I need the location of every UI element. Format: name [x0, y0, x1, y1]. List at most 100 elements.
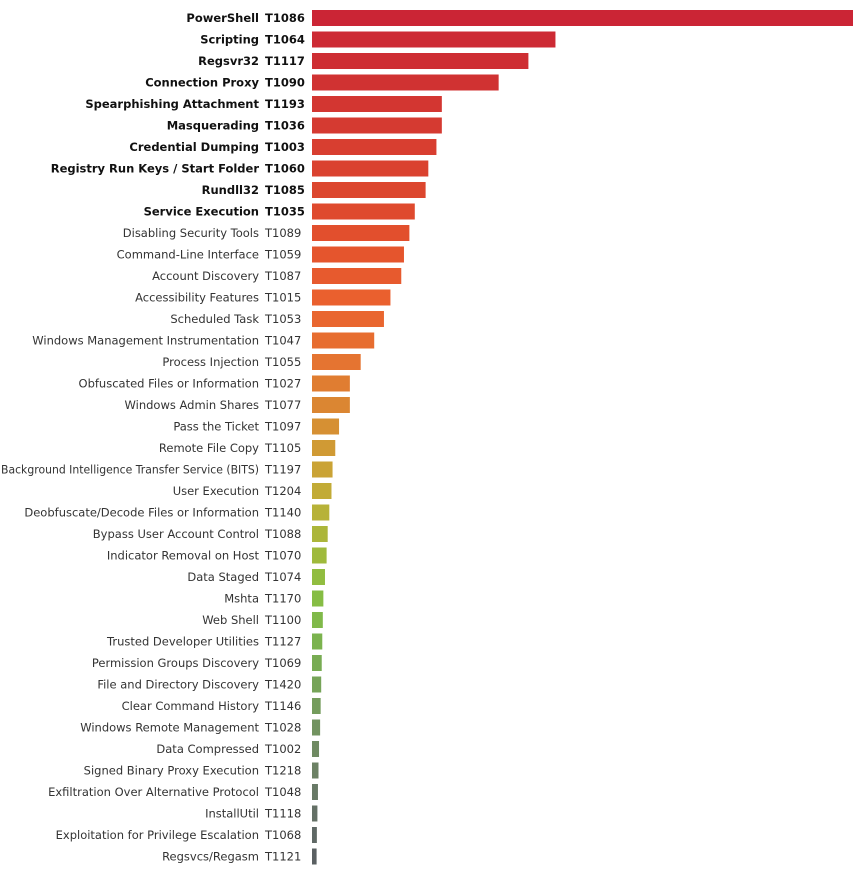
bar — [312, 805, 318, 822]
technique-name-label: Exfiltration Over Alternative Protocol — [48, 785, 259, 799]
bar — [312, 397, 350, 413]
bar-row: Account Discovery T1087 — [152, 268, 402, 284]
bar-row: Accessibility Features T1015 — [135, 289, 391, 306]
bar-row: Exfiltration Over Alternative Protocol T1… — [48, 784, 318, 800]
bar-row: Clear Command History T1146 — [122, 698, 321, 714]
technique-name-label: Indicator Removal on Host — [107, 549, 260, 563]
bar-row: Permission Groups Discovery T1069 — [92, 655, 322, 671]
bar-row: Exploitation for Privilege Escalation T10… — [56, 827, 317, 843]
bar — [312, 139, 437, 155]
technique-id-label: T1105 — [264, 441, 301, 455]
bar-row: Registry Run Keys / Start Folder T1060 — [51, 160, 429, 177]
technique-id-label: T1053 — [264, 312, 301, 326]
bar — [312, 53, 529, 69]
bar-row: Rundll32 T1085 — [202, 182, 426, 198]
technique-name-label: Signed Binary Proxy Execution — [84, 764, 259, 778]
bar — [312, 246, 404, 263]
bar — [312, 547, 327, 564]
technique-id-label: T1118 — [264, 807, 301, 821]
technique-id-label: T1035 — [265, 205, 305, 219]
bar-row: Regsvcs/Regasm T1121 — [162, 848, 317, 865]
bar-row: Data Staged T1074 — [187, 569, 325, 585]
bar — [312, 418, 340, 435]
bar-row: Mshta T1170 — [224, 590, 324, 607]
bar — [312, 31, 556, 48]
technique-name-label: Windows Remote Management — [80, 721, 259, 735]
bar-row: Indicator Removal on Host T1070 — [107, 547, 327, 564]
technique-id-label: T1089 — [264, 226, 301, 240]
bar-row: Scheduled Task T1053 — [170, 311, 384, 327]
bar-row: Windows Remote Management T1028 — [80, 719, 321, 736]
bar-row: Credential Dumping T1003 — [129, 139, 437, 155]
technique-name-label: Bypass User Account Control — [93, 527, 259, 541]
technique-id-label: T1086 — [265, 11, 305, 25]
technique-id-label: T1088 — [264, 527, 301, 541]
technique-name-label: Credential Dumping — [129, 140, 259, 154]
technique-name-label: Process Injection — [162, 355, 259, 369]
technique-id-label: T1204 — [264, 484, 301, 498]
technique-name-label: Account Discovery — [152, 269, 259, 283]
technique-name-label: Pass the Ticket — [173, 420, 259, 434]
bar — [312, 225, 410, 241]
bar — [312, 741, 320, 757]
technique-name-label: Regsvr32 — [198, 54, 259, 68]
bar — [312, 268, 402, 284]
technique-name-label: Data Compressed — [156, 742, 259, 756]
technique-id-label: T1197 — [264, 463, 301, 477]
chart-rows: PowerShell T1086 Scripting T1064 Regsvr32 T11… — [1, 10, 853, 865]
technique-id-label: T1047 — [264, 334, 301, 348]
technique-id-label: T1085 — [265, 183, 305, 197]
bar-row: Obfuscated Files or Information T1027 — [79, 375, 350, 392]
technique-id-label: T1003 — [265, 140, 305, 154]
bar-row: Deobfuscate/Decode Files or Information T… — [24, 504, 330, 521]
bar-row: Connection Proxy T1090 — [145, 74, 499, 91]
technique-name-label: Regsvcs/Regasm — [162, 850, 259, 864]
technique-name-label: Spearphishing Attachment — [85, 97, 259, 111]
technique-name-label: Web Shell — [202, 613, 259, 627]
bar — [312, 569, 325, 585]
bar-row: PowerShell T1086 — [186, 10, 853, 26]
technique-id-label: T1059 — [264, 248, 301, 262]
bar — [312, 698, 321, 714]
bar-row: Remote File Copy T1105 — [159, 440, 336, 456]
technique-id-label: T1064 — [265, 33, 305, 47]
bar-row: Web Shell T1100 — [202, 612, 323, 628]
bar — [312, 10, 853, 26]
bar — [312, 96, 442, 112]
technique-name-label: Obfuscated Files or Information — [79, 377, 259, 391]
technique-name-label: Accessibility Features — [135, 291, 259, 305]
technique-id-label: T1097 — [264, 420, 301, 434]
bar-row: Disabling Security Tools T1089 — [123, 225, 410, 241]
technique-name-label: User Execution — [173, 484, 259, 498]
technique-name-label: Scripting — [200, 33, 259, 47]
technique-name-label: Exploitation for Privilege Escalation — [56, 828, 259, 842]
technique-name-label: Rundll32 — [202, 183, 259, 197]
bar-row: InstallUtil T1118 — [205, 805, 318, 822]
bar — [312, 590, 324, 607]
bar-row: Scripting T1064 — [200, 31, 556, 48]
bar — [312, 440, 336, 456]
bar — [312, 676, 322, 693]
technique-name-label: Connection Proxy — [145, 76, 259, 90]
technique-id-label: T1121 — [264, 850, 301, 864]
technique-id-label: T1146 — [264, 699, 301, 713]
technique-id-label: T1069 — [264, 656, 301, 670]
technique-id-label: T1170 — [264, 592, 301, 606]
technique-id-label: T1420 — [264, 678, 301, 692]
bar — [312, 461, 333, 478]
bar — [312, 633, 323, 650]
technique-id-label: T1028 — [264, 721, 301, 735]
bar — [312, 526, 328, 542]
bar-row: Pass the Ticket T1097 — [173, 418, 340, 435]
technique-id-label: T1074 — [264, 570, 301, 584]
bar-row: Regsvr32 T1117 — [198, 53, 529, 69]
bar — [312, 827, 317, 843]
bar — [312, 655, 322, 671]
bar — [312, 354, 361, 370]
technique-name-label: PowerShell — [186, 11, 259, 25]
technique-name-label: Remote File Copy — [159, 441, 259, 455]
bar-row: Process Injection T1055 — [162, 354, 361, 370]
technique-id-label: T1015 — [264, 291, 301, 305]
bar — [312, 182, 426, 198]
